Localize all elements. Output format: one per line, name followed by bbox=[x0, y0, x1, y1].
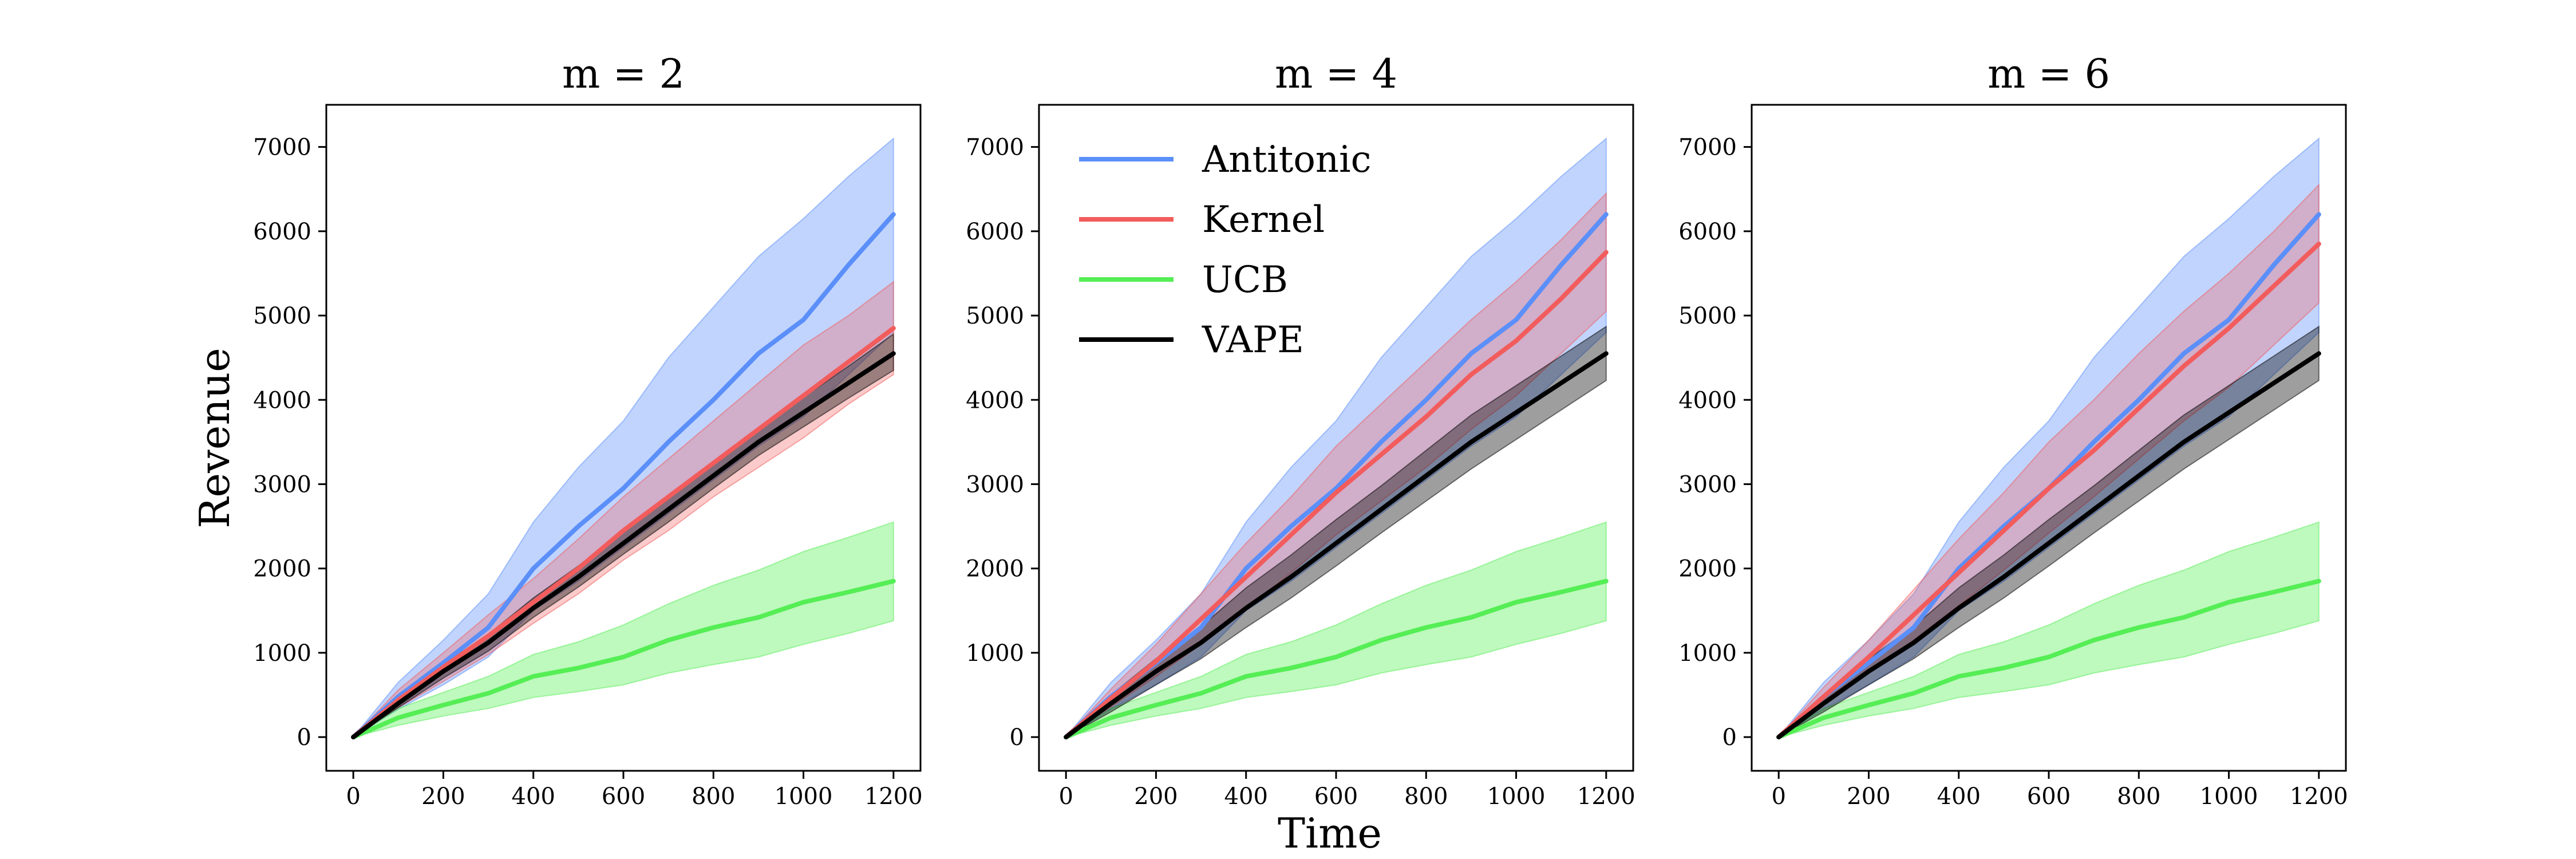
x-tick-label: 0 bbox=[1771, 783, 1785, 810]
x-tick-label: 200 bbox=[1847, 783, 1890, 810]
x-tick-label: 800 bbox=[2117, 783, 2160, 810]
y-tick-label: 7000 bbox=[253, 135, 311, 161]
panel-title: m = 6 bbox=[1988, 50, 2110, 97]
y-tick-label: 4000 bbox=[1678, 387, 1737, 413]
x-axis-label: Time bbox=[1278, 809, 1382, 857]
x-tick-label: 0 bbox=[346, 783, 360, 810]
y-tick-label: 6000 bbox=[966, 219, 1024, 245]
x-tick-label: 400 bbox=[1937, 783, 1981, 810]
y-tick-label: 5000 bbox=[1678, 303, 1737, 329]
y-tick-label: 2000 bbox=[253, 556, 311, 582]
legend-label: Kernel bbox=[1202, 199, 1325, 241]
panel-title: m = 4 bbox=[1275, 50, 1397, 97]
x-tick-label: 1200 bbox=[2290, 783, 2348, 810]
x-tick-label: 1000 bbox=[2200, 783, 2258, 810]
x-tick-label: 600 bbox=[2027, 783, 2071, 810]
y-tick-label: 3000 bbox=[966, 471, 1024, 498]
panel-3: 0 200 400 600 800 1000 1200 0 1000 2000 3000 4000 50… bbox=[1678, 50, 2348, 810]
y-tick-label: 6000 bbox=[253, 219, 311, 245]
line-kernel bbox=[1776, 241, 2321, 740]
legend-item-vape: VAPE bbox=[1079, 319, 1304, 361]
x-tick-label: 1000 bbox=[1487, 783, 1546, 810]
y-axis-label: Revenue bbox=[191, 348, 239, 528]
plot-area bbox=[351, 137, 896, 740]
x-tick-label: 800 bbox=[1404, 783, 1448, 810]
y-tick-label: 2000 bbox=[966, 556, 1024, 582]
line-ucb bbox=[1064, 578, 1609, 740]
y-tick-label: 6000 bbox=[1678, 219, 1737, 245]
x-tick-label: 0 bbox=[1058, 783, 1073, 810]
x-tick-label: 800 bbox=[692, 783, 735, 810]
panels: 0 200 400 600 800 1000 12000100020003000400050… bbox=[253, 50, 2348, 810]
line-vape bbox=[351, 351, 896, 740]
y-tick-label: 7000 bbox=[966, 135, 1024, 161]
x-tick-label: 200 bbox=[1134, 783, 1178, 810]
legend-item-kernel: Kernel bbox=[1079, 199, 1325, 241]
line-ucb bbox=[1776, 578, 2321, 740]
plot-area bbox=[1064, 137, 1609, 740]
legend-label: VAPE bbox=[1202, 319, 1304, 361]
y-tick-label: 0 bbox=[297, 724, 311, 751]
y-tick-label: 5000 bbox=[966, 303, 1024, 329]
x-tick-label: 200 bbox=[421, 783, 465, 810]
line-ucb bbox=[351, 578, 896, 740]
x-tick-label: 600 bbox=[602, 783, 645, 810]
line-kernel bbox=[1064, 250, 1609, 740]
x-tick-label: 600 bbox=[1314, 783, 1358, 810]
legend-label: Antitonic bbox=[1202, 139, 1371, 181]
x-tick-label: 1200 bbox=[864, 783, 923, 810]
x-tick-label: 1200 bbox=[1577, 783, 1635, 810]
panel-1: 0 200 400 600 800 1000 1200 0 1000 2000 3000 4000 50… bbox=[253, 50, 923, 810]
y-tick-label: 7000 bbox=[1678, 135, 1737, 161]
legend-item-antitonic: Antitonic bbox=[1079, 139, 1371, 181]
x-tick-label: 1000 bbox=[775, 783, 833, 810]
band-ucb bbox=[1778, 521, 2320, 738]
line-kernel bbox=[351, 326, 896, 740]
y-tick-label: 5000 bbox=[253, 303, 311, 329]
panel-2: 0 200 400 600 800 1000 1200 0 1000 2000 3000 4000 50… bbox=[966, 50, 1635, 810]
y-tick-label: 3000 bbox=[1678, 471, 1737, 498]
panel-title: m = 2 bbox=[562, 50, 685, 97]
plot-area bbox=[1776, 137, 2321, 740]
x-tick-label: 400 bbox=[1224, 783, 1268, 810]
y-tick-label: 1000 bbox=[966, 640, 1024, 667]
legend-item-ucb: UCB bbox=[1079, 259, 1288, 301]
line-vape bbox=[1064, 351, 1609, 740]
y-tick-label: 4000 bbox=[253, 387, 311, 413]
y-tick-label: 1000 bbox=[253, 640, 311, 667]
line-antitonic bbox=[351, 212, 896, 740]
y-tick-label: 3000 bbox=[253, 471, 311, 498]
y-tick-label: 0 bbox=[1722, 724, 1737, 751]
x-tick-label: 400 bbox=[512, 783, 555, 810]
y-tick-label: 0 bbox=[1010, 724, 1024, 751]
y-tick-label: 2000 bbox=[1678, 556, 1737, 582]
legend-label: UCB bbox=[1202, 259, 1288, 301]
band-ucb bbox=[1065, 521, 1607, 738]
band-antitonic bbox=[353, 137, 894, 738]
y-tick-label: 1000 bbox=[1678, 640, 1737, 667]
y-tick-label: 4000 bbox=[966, 387, 1024, 413]
line-vape bbox=[1776, 351, 2321, 740]
band-ucb bbox=[353, 521, 894, 738]
legend: Antitonic Kernel UCB VAPE bbox=[1079, 139, 1371, 361]
